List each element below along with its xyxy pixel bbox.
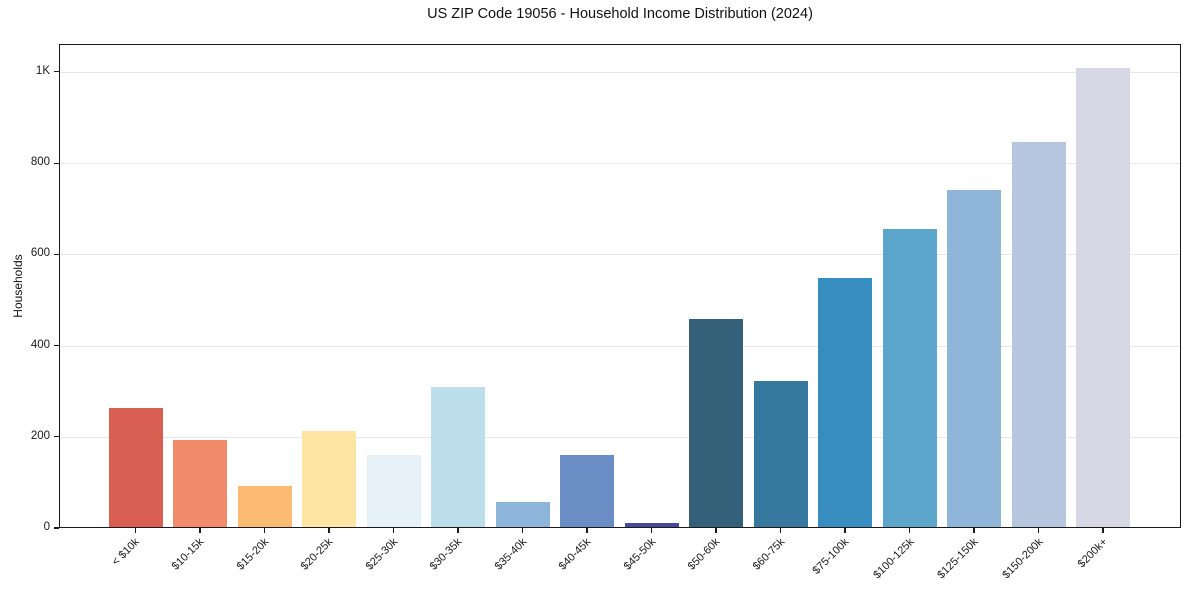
bar-20-25k [302,430,356,528]
x-tick-label: $20-25k [298,536,336,573]
chart-title: US ZIP Code 19056 - Household Income Dis… [427,6,813,22]
x-tick-label: $15-20k [234,536,271,573]
x-tick-label: $25-30k [363,536,400,573]
x-tick-label: $60-75k [750,536,787,573]
bar-45-50k [624,523,679,528]
x-tick-label: $200k+ [1075,536,1110,571]
y-tick-label: 800 [30,156,50,169]
bar-75-100k [818,278,872,528]
x-tick-label: $45-50k [621,536,658,573]
x-tick-mark [392,528,395,533]
y-tick-mark [54,162,59,164]
y-tick-label: 1K [35,64,50,77]
x-tick-mark [779,528,782,533]
bar-40-45k [560,455,614,528]
x-tick-label: $10-15k [169,536,207,573]
x-tick-mark [715,528,717,533]
x-tick-mark [973,528,975,533]
bar-25-30k [366,455,421,528]
bar-35-40k [495,502,550,528]
bar-30-35k [431,387,485,528]
gridline-600 [60,254,1180,256]
x-tick-mark [328,528,330,533]
gridline-1K [60,71,1180,73]
y-tick-mark [54,344,59,347]
x-tick-mark [908,528,911,533]
y-tick-label: 400 [30,338,50,351]
x-tick-label: $100-125k [870,536,916,582]
bar-125-150k [947,190,1001,528]
x-tick-label: $50-60k [685,536,723,573]
x-tick-mark [457,528,459,533]
y-tick-mark [54,253,59,255]
x-tick-mark [1102,528,1104,533]
x-tick-label: $125-150k [935,536,981,582]
x-tick-label: $150-200k [999,536,1045,582]
bar-15-20k [237,485,292,528]
x-tick-label: $35-40k [492,536,529,573]
x-tick-mark [263,528,266,533]
bar-150-200k [1011,142,1066,528]
x-tick-mark [521,528,524,533]
y-tick-mark [54,71,59,73]
bar-10-15k [173,440,227,528]
bar-100-125k [882,228,937,528]
x-tick-label: $40-45k [556,536,594,573]
bar-10k [108,408,163,528]
x-tick-mark [650,528,653,533]
x-tick-label: $75-100k [810,536,852,577]
y-tick-label: 600 [30,247,50,260]
y-tick-mark [54,527,59,529]
y-tick-mark [54,436,59,438]
gridline-400 [60,345,1180,347]
x-tick-label: < $10k [109,536,142,569]
x-tick-mark [844,528,846,533]
gridline-800 [60,163,1180,165]
x-tick-mark [134,528,137,533]
bar-200k [1076,67,1130,528]
x-tick-mark [1037,528,1040,533]
bar-60-75k [753,381,808,528]
bar-50-60k [689,319,743,528]
gridline-200 [60,436,1180,438]
x-tick-label: $30-35k [427,536,465,573]
y-tick-label: 200 [30,429,50,442]
x-tick-mark [586,528,588,533]
x-tick-mark [199,528,201,533]
y-tick-label: 0 [43,521,50,533]
